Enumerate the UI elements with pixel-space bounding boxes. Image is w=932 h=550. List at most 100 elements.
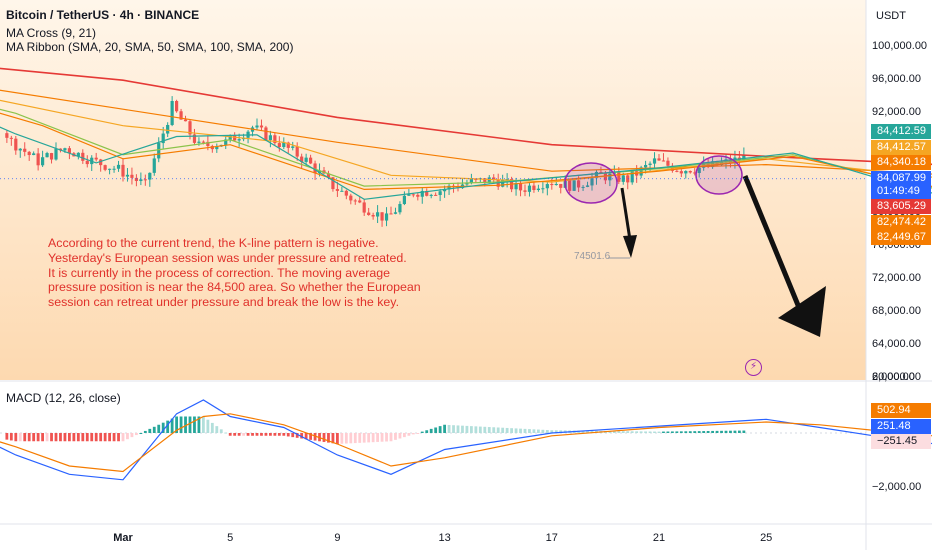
candle-body [206,141,210,146]
candle-body [559,183,563,188]
macd-histogram-bar [327,433,330,443]
candle-body [27,151,31,156]
candle-body [125,174,130,177]
macd-histogram-bar [277,433,281,436]
candle-body [590,178,594,186]
candle-body [331,177,335,190]
candle-body [259,125,264,128]
macd-histogram-bar [126,433,129,440]
lightning-icon[interactable]: ⚡ [745,359,762,376]
price-tick-label: 64,000.00 [872,337,921,350]
macd-histogram-bar [487,427,491,433]
macd-histogram-bar [90,433,94,442]
macd-histogram-bar [416,433,420,434]
macd-tick-label: −2,000.00 [872,481,922,493]
time-tick-label: 25 [760,532,773,544]
candle-body [666,160,670,166]
candle-body [309,157,313,164]
candle-body [661,160,666,162]
macd-tick-label: 2,000.00 [872,371,915,383]
macd-histogram-bar [742,430,746,433]
candle-body [201,141,205,143]
price-tick-label: 60,000.00 [872,371,921,383]
candle-body [518,183,523,191]
macd-histogram-bar [349,433,353,444]
macd-histogram-bar [255,433,259,436]
currency-label[interactable]: USDT [876,10,906,22]
candle-body [130,174,134,178]
candle-body [76,152,80,157]
macd-histogram-bar [617,431,621,433]
candle-body [152,158,156,173]
macd-histogram-bar [367,433,371,443]
candle-body [679,171,683,174]
macd-histogram-bar [224,432,228,434]
candle-body [469,178,473,183]
time-tick-label: 5 [227,532,234,544]
macd-histogram-bar [85,433,89,442]
candle-body [389,213,393,215]
macd-histogram-bar [657,431,661,433]
macd-histogram-bar [621,431,625,433]
macd-histogram-bar [550,430,554,433]
candle-body [670,165,674,171]
macd-histogram-bar [300,433,304,439]
macd-histogram-bar [541,429,545,433]
macd-histogram-bar [496,427,500,433]
macd-histogram-bar [398,433,402,439]
macd-histogram-bar [653,431,656,433]
candle-body [148,172,152,180]
candle-body [304,157,308,162]
macd-histogram-bar [309,433,312,440]
macd-histogram-bar [407,433,411,436]
candle-body [277,143,281,148]
macd-histogram-bar [505,427,509,433]
macd-histogram-bar [470,426,473,433]
macd-histogram-bar [251,433,254,436]
macd-histogram-bar [121,433,125,442]
macd-histogram-bar [336,433,339,444]
candle-body [237,139,241,141]
candle-body [36,153,40,166]
macd-line [0,399,932,481]
macd-histogram-bar [23,433,27,442]
macd-histogram-bar [581,430,585,433]
macd-histogram-bar [202,416,205,433]
macd-histogram-bar [59,433,62,442]
macd-histogram-bar [103,433,107,442]
macd-histogram-bar [5,433,9,440]
macd-histogram-bar [389,433,393,442]
macd-histogram-bar [152,426,156,433]
macd-histogram-bar [175,416,178,433]
candle-body [49,153,54,160]
macd-histogram-bar [18,433,22,442]
candle-body [425,190,429,196]
macd-histogram-bar [688,431,692,433]
candle-body [536,188,540,191]
macd-histogram-bar [666,431,670,433]
indicator-macd[interactable]: MACD (12, 26, close) [6,391,121,405]
candle-body [398,204,402,213]
macd-histogram-bar [474,426,478,433]
candle-body [340,190,344,192]
macd-histogram-bar [684,431,688,433]
candle-body [139,179,143,182]
price-badge: 84,412.57 [871,139,931,155]
candle-body [188,121,192,135]
indicator-ma-cross[interactable]: MA Cross (9, 21) [6,26,97,40]
macd-histogram-bar [32,433,36,442]
moving-average-line [0,67,932,166]
macd-histogram-bar [286,433,290,437]
macd-histogram-bar [519,428,522,433]
indicator-ma-ribbon[interactable]: MA Ribbon (SMA, 20, SMA, 50, SMA, 100, S… [6,40,294,54]
price-badge: 82,474.42 [871,214,931,230]
macd-histogram-bar [510,428,513,433]
macd-histogram-bar [322,433,326,442]
candle-body [67,148,71,154]
candle-body [483,178,487,184]
price-tick-label: 100,000.00 [872,40,928,53]
candle-body [344,190,348,196]
macd-histogram-bar [738,430,741,433]
price-tick-label: 68,000.00 [872,304,921,317]
macd-histogram-bar [304,433,308,440]
